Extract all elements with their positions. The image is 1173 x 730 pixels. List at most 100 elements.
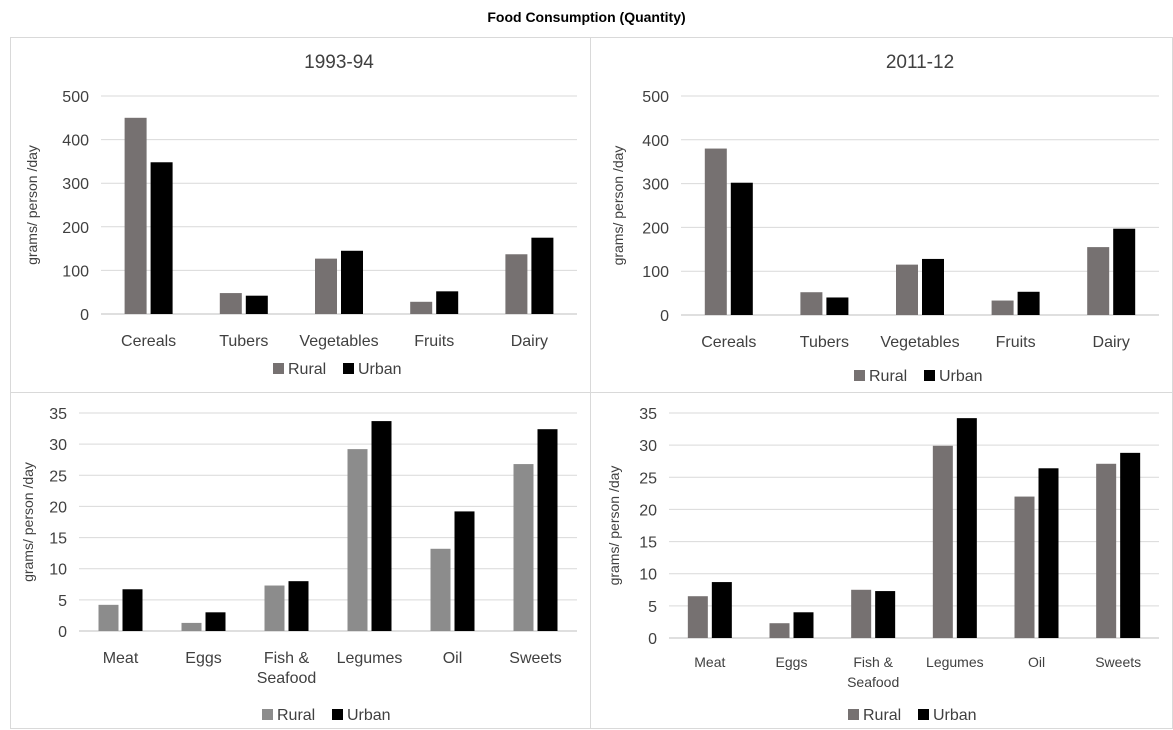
x-tick-label-legumes: Legumes: [337, 650, 403, 667]
y-tick-label: 100: [62, 263, 89, 280]
y-tick-label: 200: [62, 220, 89, 237]
y-tick-label: 25: [639, 470, 657, 487]
bar-rural-oil: [1014, 496, 1035, 638]
bar-urban-legumes: [371, 421, 392, 631]
legend-swatch-rural: [854, 370, 865, 381]
chart-panel-protein-2011-12: 0 5 10 15 20 25 30 35 grams/ person /day Meat Eggs…: [590, 392, 1173, 729]
legend-label-urban: Urban: [347, 707, 391, 724]
bar-rural-meat: [98, 604, 119, 631]
bar-urban-vegetables: [922, 258, 944, 315]
y-axis-label: grams/ person /day: [20, 462, 36, 582]
bar-rural-eggs: [181, 622, 202, 631]
legend-swatch-urban: [924, 370, 935, 381]
bar-rural-vegetables: [315, 258, 337, 314]
y-tick-label: 35: [639, 406, 657, 423]
bar-rural-tubers: [800, 292, 823, 315]
x-tick-label-meat: Meat: [694, 654, 725, 670]
chart-svg: 2011-12 0 100 200 300 400 500 grams/ person /da…: [610, 52, 1159, 385]
chart-svg: 1993-94 0 100 200 300 400 500 grams/ person /da…: [24, 52, 577, 378]
bar-rural-legumes: [932, 445, 953, 638]
bar-rural-fish-seafood: [264, 585, 285, 631]
y-tick-label: 5: [648, 599, 657, 616]
bar-rural-oil: [430, 548, 451, 631]
y-tick-label: 0: [648, 631, 657, 648]
chart-svg: 0 5 10 15 20 25 30 35 grams/ person /day Meat Eggs…: [20, 406, 577, 724]
bar-rural-dairy: [1087, 247, 1110, 315]
bar-urban-fruits: [436, 291, 459, 314]
x-tick-label-fruits: Fruits: [996, 334, 1036, 351]
y-tick-label: 30: [49, 437, 67, 454]
bar-urban-meat: [711, 582, 732, 638]
legend-label-urban: Urban: [358, 361, 402, 378]
bar-urban-cereals: [150, 162, 173, 314]
y-tick-label: 20: [639, 502, 657, 519]
x-tick-label-legumes: Legumes: [926, 654, 984, 670]
bar-urban-sweets: [1120, 452, 1141, 638]
legend-swatch-urban: [332, 709, 343, 720]
x-tick-label-dairy: Dairy: [511, 333, 548, 350]
y-tick-label: 200: [642, 220, 669, 237]
bar-urban-fish-seafood: [875, 591, 896, 638]
bar-urban-tubers: [826, 297, 849, 315]
legend-swatch-rural: [848, 709, 859, 720]
bar-rural-meat: [687, 596, 708, 638]
y-tick-label: 400: [642, 133, 669, 150]
y-tick-label: 30: [639, 438, 657, 455]
chart-subtitle: 2011-12: [886, 52, 954, 73]
x-tick-label-eggs: Eggs: [185, 650, 221, 667]
x-tick-label-fish-seafood: Fish & Seafood: [847, 654, 899, 690]
x-tick-label-dairy: Dairy: [1093, 334, 1130, 351]
bar-urban-dairy: [1113, 228, 1136, 315]
bar-urban-legumes: [956, 418, 977, 638]
y-axis-label: grams/ person /day: [606, 466, 622, 586]
y-tick-label: 10: [639, 567, 657, 584]
bar-urban-oil: [1038, 468, 1059, 638]
x-tick-label-meat: Meat: [103, 650, 139, 667]
y-tick-label: 0: [660, 308, 669, 325]
x-tick-label-cereals: Cereals: [121, 333, 176, 350]
y-tick-label: 500: [62, 89, 89, 106]
x-tick-label-sweets: Sweets: [509, 650, 561, 667]
bar-urban-sweets: [537, 429, 558, 631]
bar-rural-sweets: [1096, 463, 1117, 638]
chart-subtitle: 1993-94: [304, 52, 374, 73]
y-tick-label: 15: [639, 535, 657, 552]
y-tick-label: 5: [58, 593, 67, 610]
x-tick-label-tubers: Tubers: [800, 334, 849, 351]
y-tick-label: 10: [49, 562, 67, 579]
x-tick-label-sweets: Sweets: [1095, 654, 1141, 670]
y-tick-label: 0: [58, 624, 67, 641]
bar-urban-vegetables: [341, 250, 363, 314]
bar-urban-cereals: [730, 182, 753, 315]
bar-rural-cereals: [704, 148, 727, 315]
bar-rural-cereals: [124, 117, 147, 314]
x-tick-label-vegetables: Vegetables: [880, 334, 959, 351]
chart-panel-staples-2011-12: 2011-12 0 100 200 300 400 500 grams/ person /da…: [590, 37, 1173, 393]
bar-urban-eggs: [793, 612, 814, 638]
bar-rural-vegetables: [896, 264, 918, 315]
page-title: Food Consumption (Quantity): [487, 9, 686, 25]
x-tick-label-oil: Oil: [1028, 654, 1045, 670]
y-axis-label: grams/ person /day: [610, 146, 626, 266]
y-tick-label: 20: [49, 499, 67, 516]
legend-swatch-urban: [343, 363, 354, 374]
bar-rural-eggs: [769, 623, 790, 638]
y-tick-label: 300: [62, 176, 89, 193]
y-tick-label: 400: [62, 133, 89, 150]
y-axis-label: grams/ person /day: [24, 145, 40, 265]
legend-label-urban: Urban: [939, 368, 983, 385]
bar-rural-sweets: [513, 464, 534, 631]
y-tick-label: 15: [49, 531, 67, 548]
x-tick-label-tubers: Tubers: [219, 333, 268, 350]
x-tick-label-oil: Oil: [443, 650, 463, 667]
bar-rural-fish-seafood: [851, 589, 872, 638]
bar-urban-tubers: [245, 295, 268, 314]
y-tick-label: 35: [49, 406, 67, 423]
bar-rural-dairy: [505, 254, 528, 314]
legend-swatch-rural: [262, 709, 273, 720]
bar-rural-fruits: [991, 300, 1014, 315]
chart-panel-staples-1993-94: 1993-94 0 100 200 300 400 500 grams/ person /da…: [10, 37, 591, 393]
bar-urban-dairy: [531, 237, 554, 314]
y-tick-label: 25: [49, 468, 67, 485]
bar-urban-meat: [122, 589, 143, 631]
